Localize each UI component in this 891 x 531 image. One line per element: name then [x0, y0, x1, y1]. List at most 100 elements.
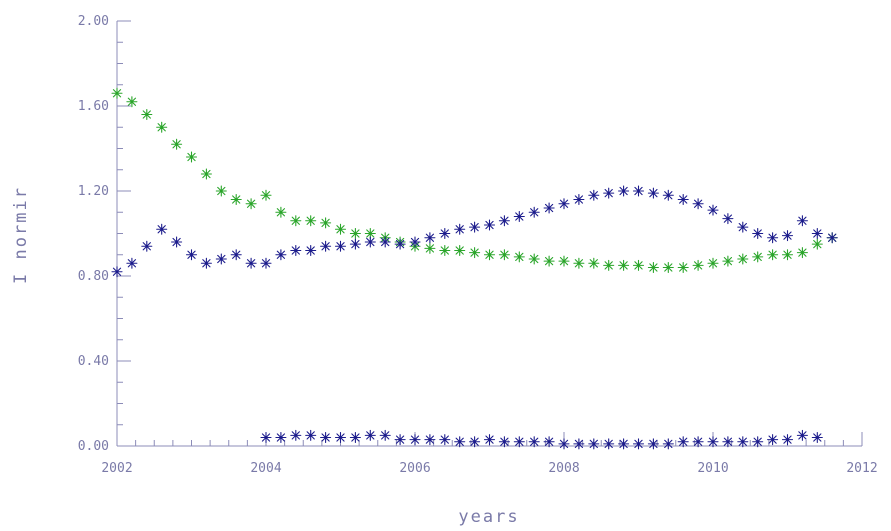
x-tick-label: 2004: [250, 461, 281, 476]
series-1-point: [647, 261, 659, 274]
series-2-point: [647, 187, 659, 199]
series-3-point: [796, 429, 808, 441]
series-2-point: [603, 187, 615, 199]
series-layer: [111, 87, 838, 450]
series-1-point: [767, 249, 779, 261]
x-tick-label: 2006: [399, 461, 430, 476]
series-3-point: [349, 431, 361, 444]
series-1-point: [632, 259, 645, 271]
series-3-point: [707, 436, 719, 448]
series-2-point: [781, 230, 794, 242]
series-1-point: [618, 259, 630, 271]
series-1-point: [588, 257, 600, 269]
series-3-point: [498, 436, 510, 448]
series-2-point: [677, 193, 689, 206]
series-3-point: [469, 436, 481, 448]
series-1-point: [245, 198, 257, 210]
series-1-point: [454, 244, 466, 257]
y-tick-label: 0.00: [78, 439, 109, 454]
series-3-point: [632, 438, 645, 450]
series-1-point: [230, 193, 242, 206]
x-tick-label: 2002: [101, 461, 132, 476]
series-1-point: [424, 242, 436, 254]
series-3-point: [424, 434, 436, 446]
series-2-point: [349, 238, 361, 250]
series-3-point: [558, 438, 570, 450]
series-1-point: [781, 249, 794, 261]
x-axis-title: years: [458, 507, 519, 527]
series-3-point: [454, 436, 466, 448]
series-2-point: [618, 185, 630, 197]
series-1-point: [483, 249, 496, 261]
series-1-point: [513, 251, 525, 263]
series-1-point: [573, 257, 585, 269]
series-3-point: [334, 431, 347, 444]
series-2: [111, 185, 838, 278]
series-3-point: [737, 436, 749, 448]
series-1-point: [349, 227, 361, 240]
series-3-point: [692, 436, 704, 448]
series-1-point: [334, 223, 347, 235]
y-axis-title: I normir: [11, 186, 31, 284]
series-2-point: [737, 221, 749, 233]
series-1-point: [603, 259, 615, 271]
y-tick-label: 0.80: [78, 269, 109, 284]
series-2-point: [767, 232, 779, 244]
series-3-point: [439, 434, 451, 446]
series-2-point: [409, 236, 421, 248]
series-2-point: [320, 240, 332, 252]
y-tick-label: 1.20: [78, 184, 109, 199]
series-3-point: [543, 436, 555, 448]
series-2-point: [498, 215, 510, 227]
series-1-point: [796, 247, 808, 259]
series-2-point: [469, 221, 481, 233]
series-1-point: [364, 227, 376, 240]
series-1-point: [141, 108, 153, 121]
series-2-point: [245, 257, 257, 269]
series-3-point: [364, 429, 376, 441]
series-1: [111, 87, 838, 274]
series-1-point: [662, 261, 674, 274]
series-2-point: [185, 249, 198, 261]
series-3-point: [573, 438, 585, 450]
series-1-point: [260, 189, 272, 201]
series-3-point: [528, 436, 540, 448]
series-2-point: [424, 232, 436, 244]
series-1-point: [707, 257, 719, 269]
series-2-point: [796, 215, 808, 227]
series-2-point: [126, 257, 138, 269]
series-2-point: [290, 244, 302, 257]
series-3-point: [752, 436, 764, 448]
series-3-point: [811, 431, 823, 444]
series-2-point: [811, 227, 823, 240]
series-2-point: [156, 223, 168, 235]
series-1-point: [320, 217, 332, 229]
series-1-point: [215, 185, 227, 197]
series-3-point: [483, 434, 496, 446]
series-2-point: [275, 249, 287, 261]
ticks: [116, 20, 863, 447]
axes: [116, 21, 862, 447]
series-1-point: [469, 247, 481, 259]
series-3-point: [647, 438, 659, 450]
y-tick-label: 0.40: [78, 354, 109, 369]
series-3-point: [290, 429, 302, 441]
tick-labels: 0.00 0.40 0.80 1.20 1.60 2.00 2002 2004 2006 2008…: [78, 14, 878, 476]
series-1-point: [439, 244, 451, 257]
series-3-point: [781, 434, 794, 446]
series-1-point: [156, 121, 168, 133]
series-1-point: [558, 255, 570, 267]
series-2-point: [483, 219, 496, 231]
series-1-point: [722, 255, 734, 267]
x-tick-label: 2012: [846, 461, 877, 476]
series-2-point: [379, 236, 391, 248]
series-2-point: [111, 266, 123, 278]
series-1-point: [692, 259, 704, 271]
series-2-point: [305, 244, 317, 257]
x-tick-label: 2008: [548, 461, 579, 476]
series-1-point: [305, 215, 317, 227]
series-2-point: [826, 232, 838, 244]
series-3-point: [603, 438, 615, 450]
series-2-point: [394, 238, 406, 250]
